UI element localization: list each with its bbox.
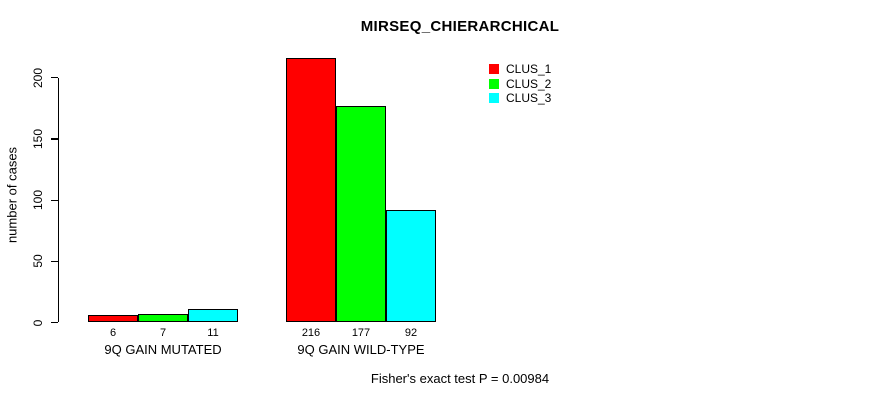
y-axis-tick bbox=[51, 260, 58, 262]
bar-value-label: 11 bbox=[207, 327, 219, 339]
bar-clus_2-group1 bbox=[138, 313, 188, 323]
bar-clus_3-group2 bbox=[386, 209, 436, 323]
legend-item-clus-2: CLUS_2 bbox=[489, 76, 552, 91]
y-axis-tick bbox=[51, 199, 58, 201]
bar-value-label: 177 bbox=[351, 327, 371, 339]
y-axis-tick-label: 50 bbox=[31, 254, 45, 268]
y-axis-tick bbox=[51, 138, 58, 140]
bar-value-label: 7 bbox=[159, 327, 167, 339]
y-axis-line bbox=[57, 77, 59, 323]
legend: CLUS_1 CLUS_2 CLUS_3 bbox=[489, 62, 552, 108]
bar-value-label: 92 bbox=[404, 327, 418, 339]
y-axis-tick bbox=[51, 77, 58, 79]
bar-value-label: 6 bbox=[109, 327, 117, 339]
legend-label-clus-3: CLUS_3 bbox=[506, 91, 552, 105]
legend-swatch-clus-3 bbox=[489, 93, 499, 103]
chart-title: MIRSEQ_CHIERARCHICAL bbox=[360, 18, 560, 35]
legend-swatch-clus-1 bbox=[489, 64, 499, 74]
legend-item-clus-3: CLUS_3 bbox=[489, 91, 552, 105]
legend-item-clus-1: CLUS_1 bbox=[489, 62, 552, 76]
x-axis-group-label: 9Q GAIN WILD-TYPE bbox=[297, 342, 425, 357]
y-axis-tick-label: 100 bbox=[31, 190, 45, 211]
y-axis-tick bbox=[51, 321, 58, 324]
bar-clus_1-group2 bbox=[286, 58, 336, 323]
y-axis-tick-label: 0 bbox=[31, 319, 45, 326]
y-axis-tick-label: 150 bbox=[31, 128, 45, 149]
bar-clus_3-group1 bbox=[188, 309, 238, 323]
legend-swatch-clus-2 bbox=[489, 78, 499, 89]
y-axis-label: number of cases bbox=[4, 146, 20, 244]
legend-label-clus-1: CLUS_1 bbox=[506, 62, 552, 76]
x-axis-group-label: 9Q GAIN MUTATED bbox=[104, 342, 222, 357]
legend-label-clus-2: CLUS_2 bbox=[506, 76, 552, 91]
bar-clus_2-group2 bbox=[336, 105, 386, 323]
bar-value-label: 216 bbox=[301, 327, 321, 339]
bar-clus_1-group1 bbox=[88, 315, 138, 323]
y-axis-tick-label: 200 bbox=[31, 67, 45, 88]
fisher-test-annotation: Fisher's exact test P = 0.00984 bbox=[370, 371, 550, 386]
